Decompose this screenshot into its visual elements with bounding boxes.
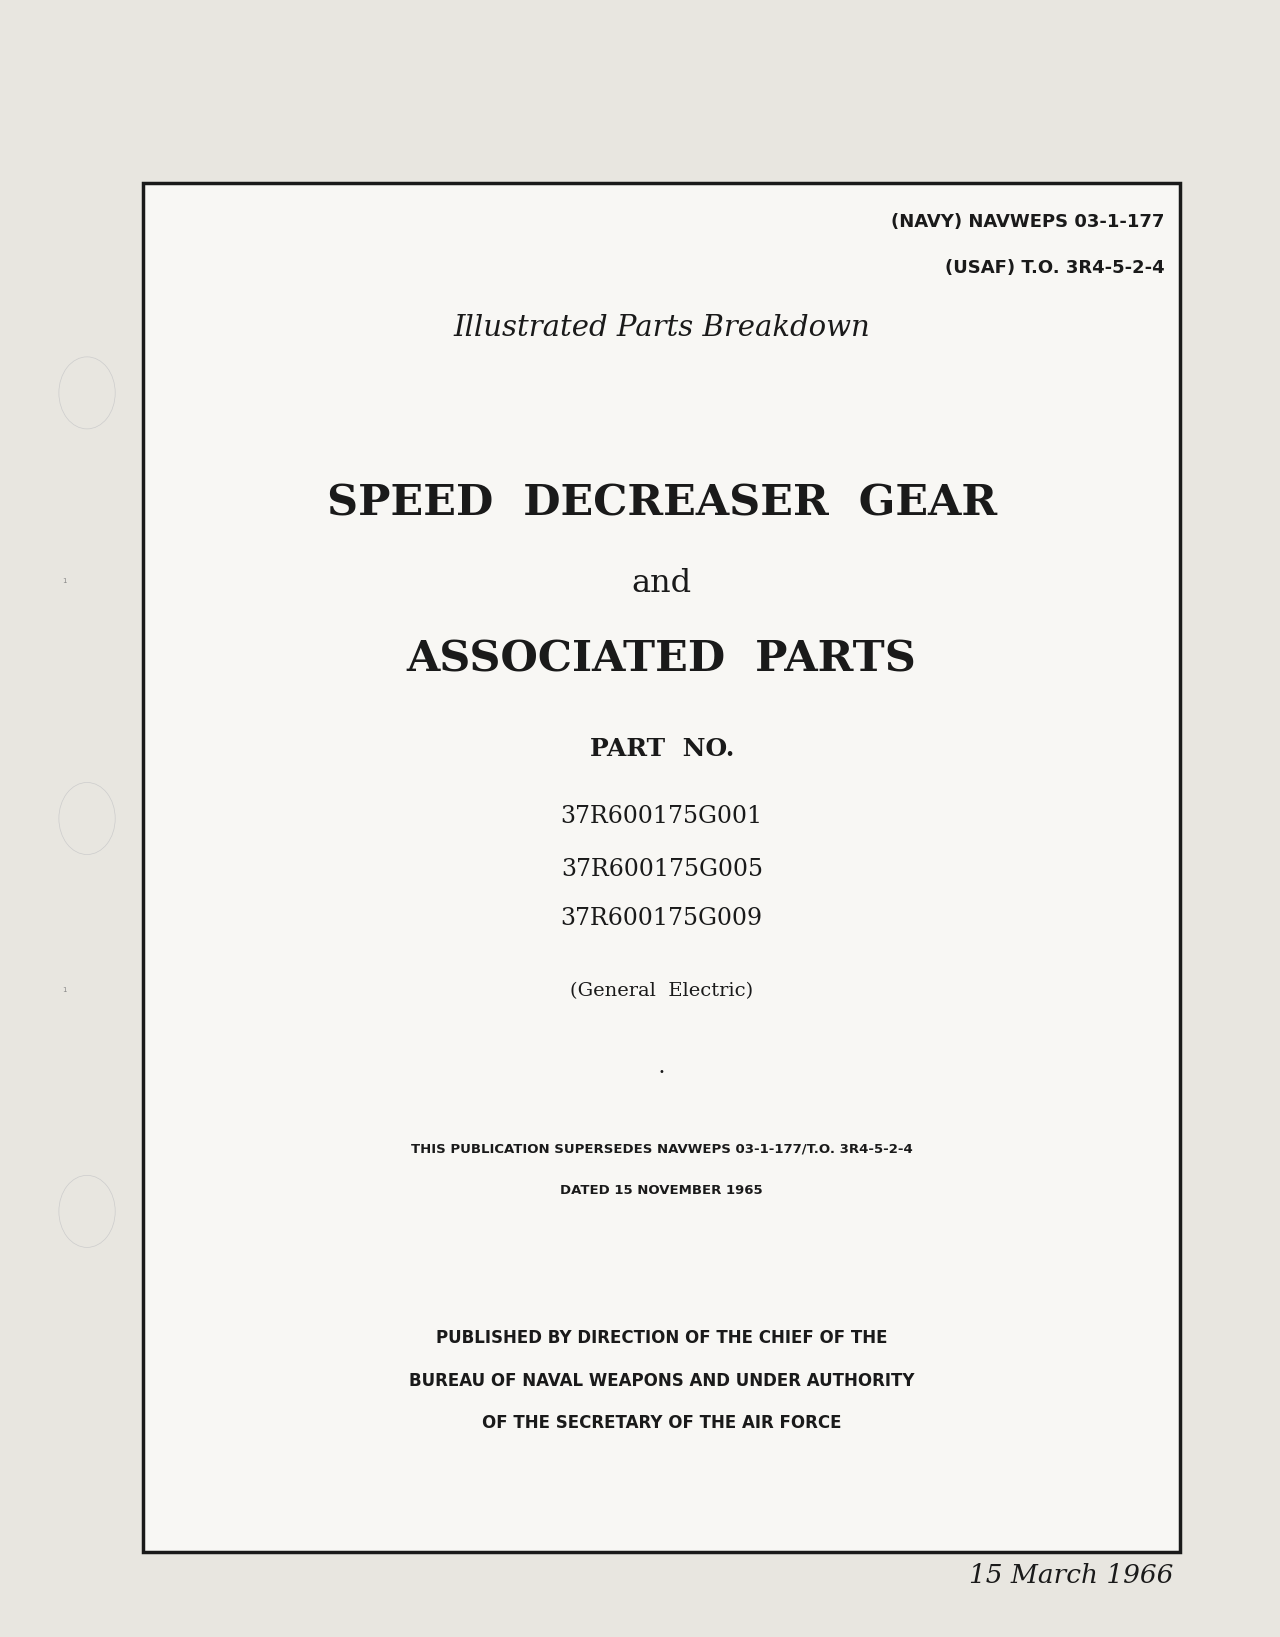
Circle shape xyxy=(59,1175,115,1247)
Text: 1: 1 xyxy=(61,578,67,584)
Text: 37R600175G009: 37R600175G009 xyxy=(561,907,763,930)
Text: BUREAU OF NAVAL WEAPONS AND UNDER AUTHORITY: BUREAU OF NAVAL WEAPONS AND UNDER AUTHOR… xyxy=(410,1372,914,1390)
Text: 37R600175G005: 37R600175G005 xyxy=(561,858,763,881)
Text: 15 March 1966: 15 March 1966 xyxy=(969,1563,1174,1588)
Text: SPEED  DECREASER  GEAR: SPEED DECREASER GEAR xyxy=(326,483,997,525)
Text: (NAVY) NAVWEPS 03-1-177: (NAVY) NAVWEPS 03-1-177 xyxy=(891,213,1165,231)
Circle shape xyxy=(59,357,115,429)
Text: 1: 1 xyxy=(61,987,67,994)
Text: 37R600175G001: 37R600175G001 xyxy=(561,805,763,828)
Text: and: and xyxy=(632,568,691,599)
Text: Illustrated Parts Breakdown: Illustrated Parts Breakdown xyxy=(453,314,870,342)
Text: OF THE SECRETARY OF THE AIR FORCE: OF THE SECRETARY OF THE AIR FORCE xyxy=(483,1414,841,1432)
Text: (USAF) T.O. 3R4-5-2-4: (USAF) T.O. 3R4-5-2-4 xyxy=(945,259,1165,277)
Bar xyxy=(143,183,1180,1552)
Text: (General  Electric): (General Electric) xyxy=(570,982,754,1000)
Text: PUBLISHED BY DIRECTION OF THE CHIEF OF THE: PUBLISHED BY DIRECTION OF THE CHIEF OF T… xyxy=(436,1329,887,1347)
Text: ASSOCIATED  PARTS: ASSOCIATED PARTS xyxy=(407,638,916,681)
Text: DATED 15 NOVEMBER 1965: DATED 15 NOVEMBER 1965 xyxy=(561,1184,763,1197)
Circle shape xyxy=(59,782,115,855)
Text: PART  NO.: PART NO. xyxy=(590,737,733,761)
Text: •: • xyxy=(659,1067,664,1077)
Text: THIS PUBLICATION SUPERSEDES NAVWEPS 03-1-177/T.O. 3R4-5-2-4: THIS PUBLICATION SUPERSEDES NAVWEPS 03-1… xyxy=(411,1143,913,1156)
